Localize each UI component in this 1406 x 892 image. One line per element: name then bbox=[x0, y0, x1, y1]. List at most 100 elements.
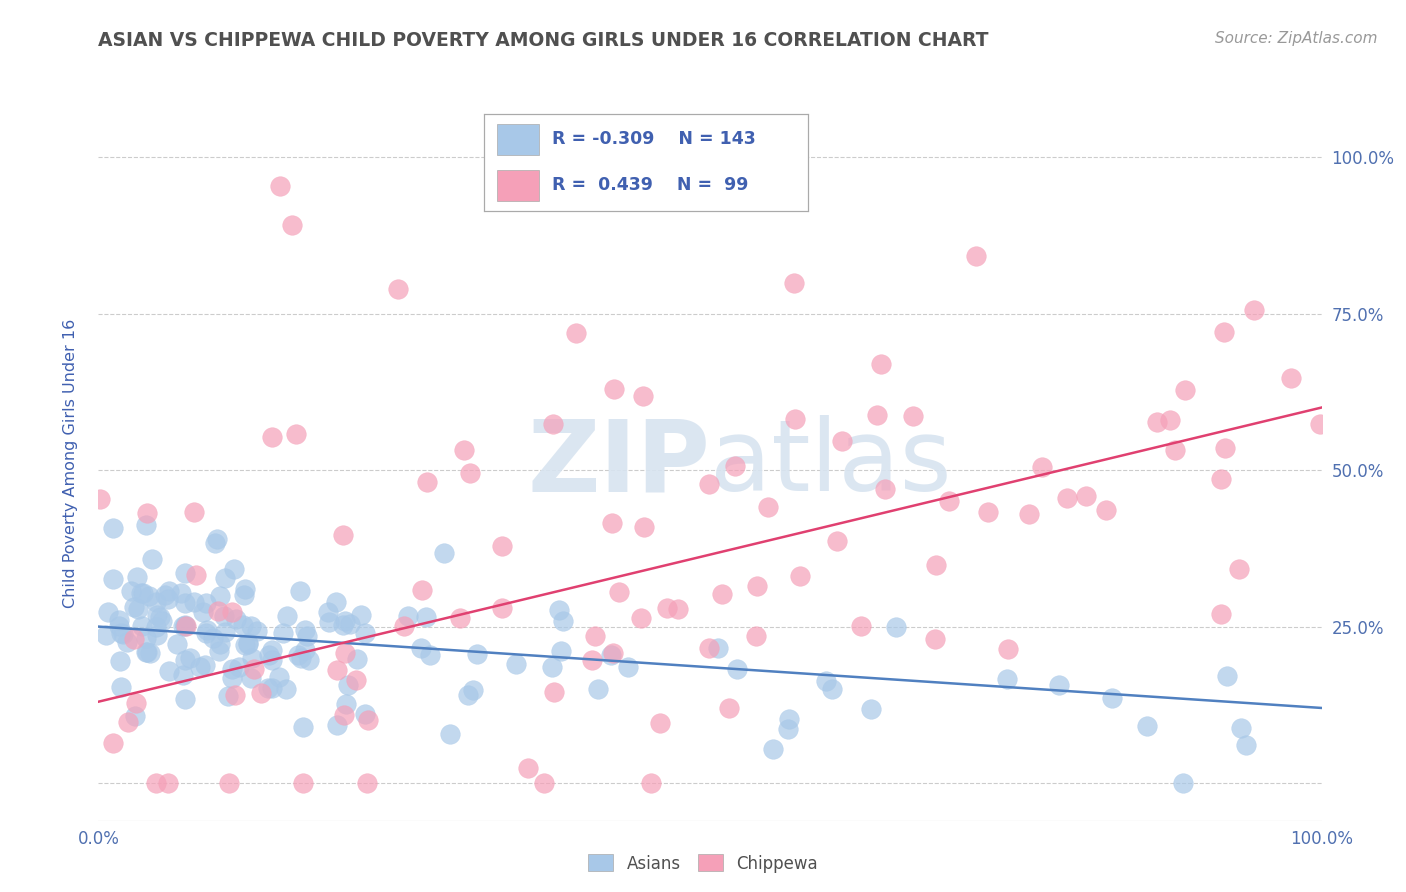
Point bbox=[1209, 472, 1232, 486]
Point bbox=[550, 643, 572, 657]
Point bbox=[236, 636, 259, 650]
Point bbox=[458, 467, 481, 481]
Point bbox=[657, 601, 679, 615]
Point bbox=[221, 662, 243, 676]
Point bbox=[1146, 415, 1168, 429]
Point bbox=[269, 670, 291, 684]
Point bbox=[316, 605, 339, 619]
Point bbox=[240, 619, 263, 633]
Point bbox=[135, 518, 157, 533]
Point bbox=[117, 715, 139, 730]
Point bbox=[724, 458, 747, 473]
Point bbox=[193, 605, 215, 619]
Point bbox=[212, 608, 235, 623]
Point bbox=[600, 648, 623, 662]
Point bbox=[1171, 776, 1194, 790]
Point bbox=[214, 624, 236, 639]
Point bbox=[783, 412, 806, 426]
Point bbox=[789, 569, 811, 583]
Legend: Asians, Chippewa: Asians, Chippewa bbox=[582, 847, 824, 880]
Point bbox=[516, 761, 538, 775]
Point bbox=[457, 689, 479, 703]
Point bbox=[132, 586, 155, 600]
Point bbox=[675, 155, 697, 169]
Point bbox=[600, 516, 623, 530]
Point bbox=[260, 653, 283, 667]
Point bbox=[699, 477, 721, 491]
Point bbox=[287, 648, 309, 662]
Point bbox=[1243, 302, 1265, 317]
Point bbox=[997, 642, 1019, 657]
Point bbox=[233, 638, 256, 652]
Point bbox=[122, 632, 145, 646]
Point bbox=[172, 619, 194, 633]
Point bbox=[335, 614, 357, 628]
Point bbox=[332, 617, 354, 632]
Point bbox=[1279, 370, 1302, 384]
Point bbox=[415, 610, 437, 624]
Point bbox=[110, 626, 132, 640]
Point bbox=[411, 582, 433, 597]
Point bbox=[122, 599, 145, 614]
Point bbox=[778, 712, 800, 726]
Point bbox=[298, 653, 321, 667]
Point bbox=[292, 720, 315, 734]
Point bbox=[831, 434, 853, 448]
Point bbox=[505, 657, 527, 671]
Point bbox=[169, 585, 191, 599]
Point bbox=[208, 589, 231, 603]
Point bbox=[157, 664, 180, 678]
Point bbox=[156, 592, 179, 607]
Point bbox=[89, 491, 111, 506]
Point bbox=[221, 605, 243, 619]
Point bbox=[125, 570, 148, 584]
Point bbox=[396, 609, 419, 624]
Point bbox=[745, 579, 768, 593]
Point bbox=[718, 175, 741, 189]
Point bbox=[1074, 489, 1097, 503]
Point bbox=[294, 643, 316, 657]
Point bbox=[207, 604, 229, 618]
Point bbox=[630, 611, 652, 625]
Point bbox=[262, 643, 284, 657]
Point bbox=[1216, 669, 1239, 683]
Point bbox=[1227, 562, 1250, 576]
Point bbox=[146, 608, 169, 623]
Point bbox=[416, 475, 439, 490]
Point bbox=[924, 632, 946, 646]
Point bbox=[174, 652, 197, 666]
Text: ASIAN VS CHIPPEWA CHILD POVERTY AMONG GIRLS UNDER 16 CORRELATION CHART: ASIAN VS CHIPPEWA CHILD POVERTY AMONG GI… bbox=[98, 31, 988, 50]
Point bbox=[208, 643, 231, 657]
Point bbox=[617, 660, 640, 674]
Point bbox=[233, 582, 256, 597]
Point bbox=[1018, 507, 1040, 521]
Point bbox=[761, 742, 783, 756]
Point bbox=[901, 409, 924, 424]
Point bbox=[149, 610, 172, 624]
Point bbox=[207, 532, 229, 546]
Point bbox=[183, 505, 205, 519]
Point bbox=[565, 326, 588, 341]
Point bbox=[290, 651, 312, 665]
Point bbox=[174, 618, 197, 632]
Point bbox=[344, 673, 367, 688]
Point bbox=[183, 594, 205, 608]
Point bbox=[453, 442, 475, 457]
Point bbox=[354, 626, 377, 640]
Point bbox=[288, 584, 311, 599]
Point bbox=[274, 681, 297, 696]
Point bbox=[583, 629, 606, 643]
Point bbox=[432, 546, 454, 560]
Point bbox=[1212, 325, 1234, 339]
Point bbox=[776, 722, 799, 736]
Point bbox=[135, 506, 157, 520]
Point bbox=[581, 652, 603, 666]
Point bbox=[249, 686, 271, 700]
Point bbox=[125, 696, 148, 710]
Point bbox=[179, 651, 201, 665]
Point bbox=[256, 681, 278, 696]
Point bbox=[131, 619, 153, 633]
Point bbox=[173, 566, 195, 580]
Point bbox=[139, 646, 162, 660]
Point bbox=[650, 715, 672, 730]
